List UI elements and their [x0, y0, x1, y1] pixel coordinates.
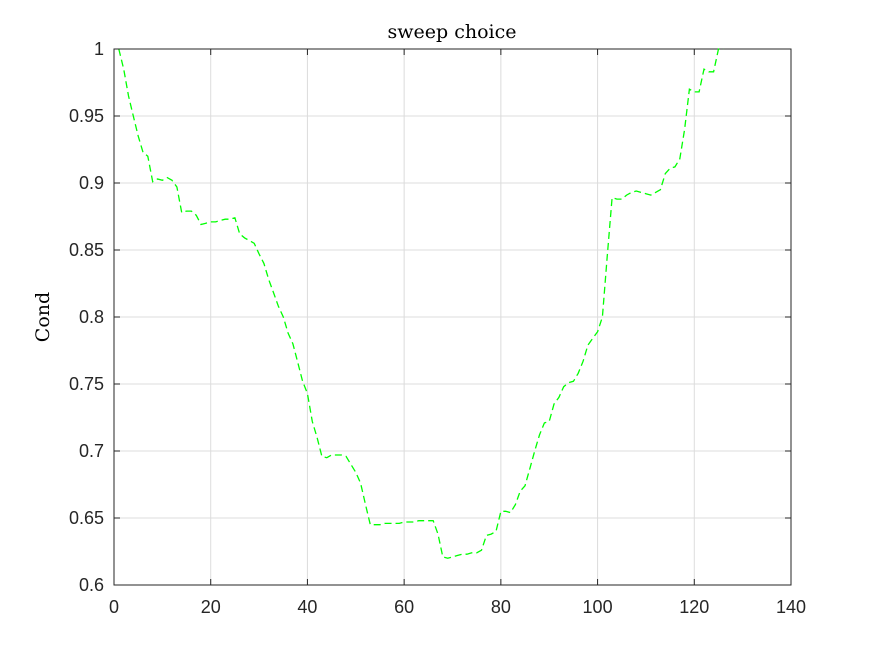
y-axis-label: Cond	[32, 292, 54, 342]
x-tick-label: 80	[491, 597, 511, 617]
y-tick-label: 0.65	[69, 508, 104, 528]
x-tick-label: 0	[109, 597, 119, 617]
y-tick-label: 1	[94, 39, 104, 59]
y-tick-label: 0.85	[69, 240, 104, 260]
x-tick-label: 120	[679, 597, 709, 617]
y-tick-label: 0.75	[69, 374, 104, 394]
x-axis: 0 20 40 60 80 100 120 140	[109, 49, 806, 617]
y-tick-label: 0.9	[79, 173, 104, 193]
x-tick-label: 40	[297, 597, 317, 617]
chart-title: sweep choice	[388, 21, 517, 43]
series-line	[118, 48, 724, 559]
x-tick-label: 100	[583, 597, 613, 617]
y-tick-label: 0.7	[79, 441, 104, 461]
y-tick-label: 0.8	[79, 307, 104, 327]
x-tick-label: 20	[201, 597, 221, 617]
y-axis: 0.6 0.65 0.7 0.75 0.8 0.85 0.9 0.95 1	[69, 39, 791, 595]
x-tick-label: 60	[394, 597, 414, 617]
series-layer	[118, 48, 724, 559]
x-tick-label: 140	[776, 597, 806, 617]
y-tick-label: 0.6	[79, 575, 104, 595]
y-tick-label: 0.95	[69, 106, 104, 126]
